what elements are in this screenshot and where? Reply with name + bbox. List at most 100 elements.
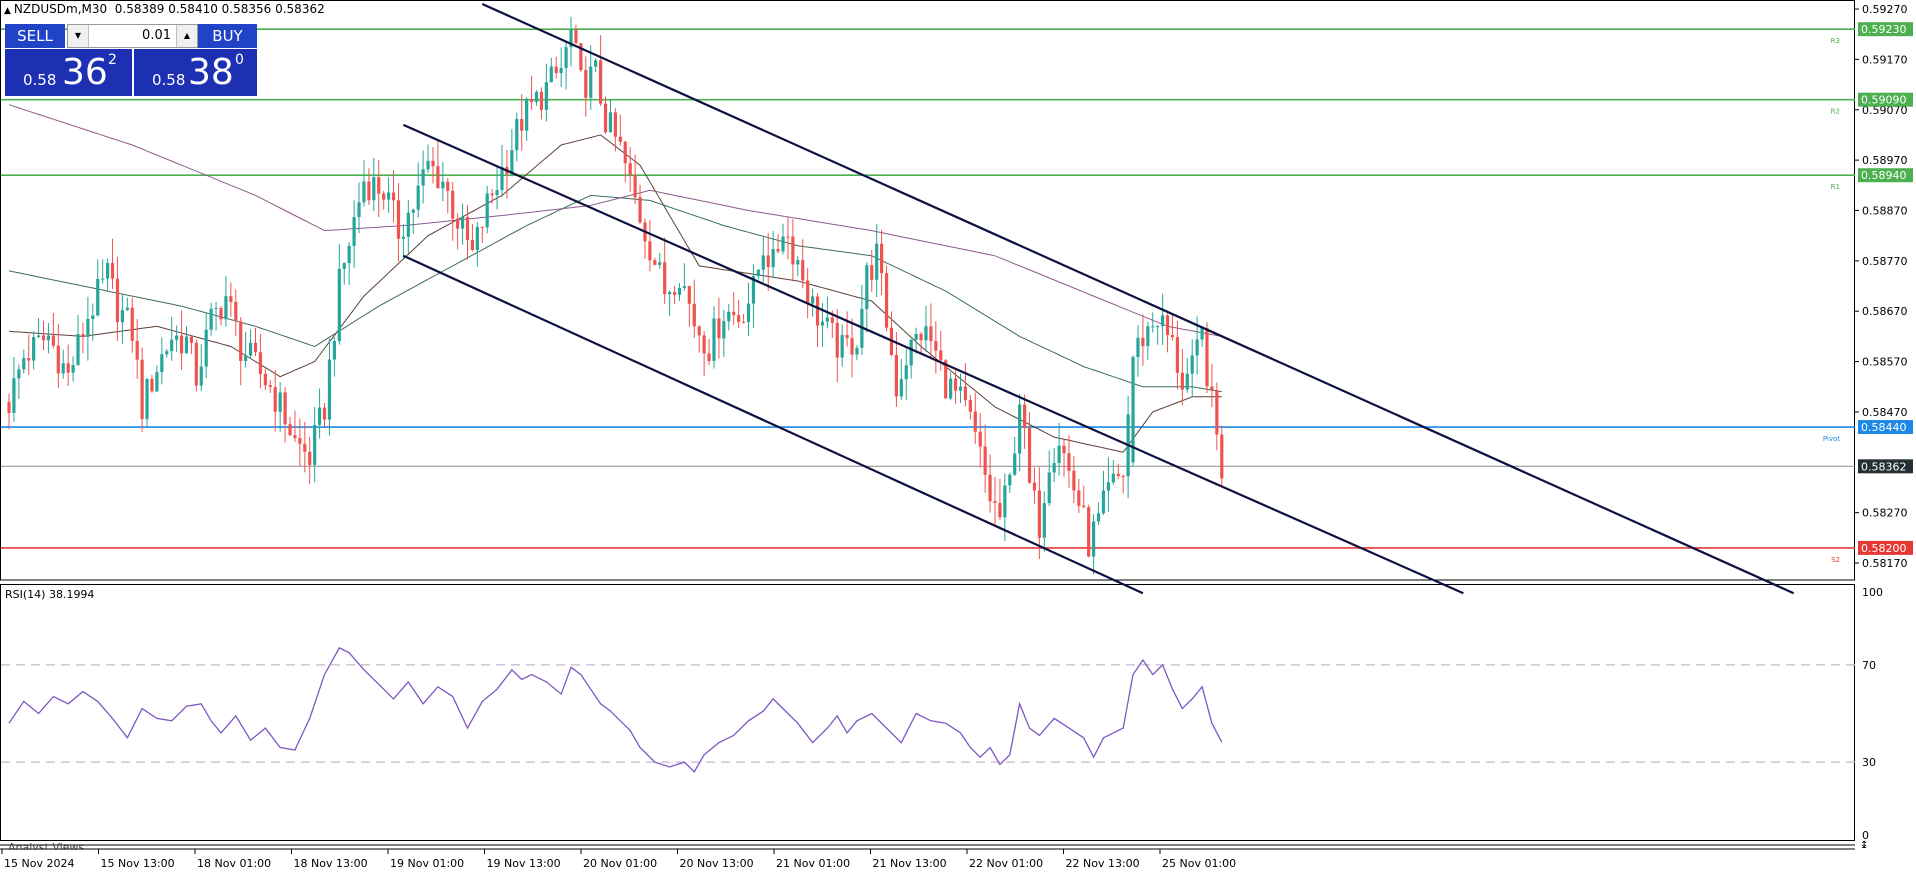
candle (194, 339, 198, 392)
time-tick-label: 21 Nov 01:00 (776, 857, 850, 870)
candle (870, 249, 874, 292)
candle (179, 310, 184, 371)
candle (387, 177, 391, 213)
candle (608, 99, 613, 133)
candle (263, 368, 267, 391)
candle (27, 334, 31, 375)
candle (1116, 463, 1120, 480)
candle (756, 269, 760, 280)
candle (978, 413, 982, 468)
candle (751, 264, 756, 328)
candle (1215, 382, 1219, 451)
price-tick-label: 0.59270 (1862, 3, 1908, 16)
buy-price-box[interactable]: 0.58 38 0 (134, 49, 257, 96)
rsi-label: RSI(14) 38.1994 (5, 588, 94, 601)
candle (1200, 326, 1204, 347)
time-tick-label: 18 Nov 01:00 (197, 857, 271, 870)
candle (140, 347, 144, 433)
candle (313, 406, 317, 483)
sell-price-box[interactable]: 0.58 36 2 (5, 49, 132, 96)
candle (515, 112, 519, 162)
level-tag-r2: R2 (1831, 108, 1840, 116)
sell-button[interactable]: SELL (5, 24, 65, 48)
candle (554, 56, 558, 79)
symbol-label: NZDUSDm,M30 (13, 2, 108, 16)
candle (1220, 425, 1224, 487)
candle (963, 363, 968, 407)
current-price-label: 0.58362 (1861, 460, 1907, 473)
channel-trendline[interactable] (402, 123, 1464, 595)
time-tick-label: 22 Nov 13:00 (1066, 857, 1140, 870)
lot-size-value[interactable]: 0.01 (142, 28, 171, 43)
candle (1156, 324, 1160, 345)
time-tick-label: 20 Nov 01:00 (583, 857, 657, 870)
candle (303, 421, 307, 473)
candle (456, 213, 460, 250)
candle (317, 388, 322, 439)
candle (1106, 457, 1110, 513)
candle (352, 200, 356, 268)
candle (884, 265, 889, 332)
lot-increase-arrow-icon[interactable]: ▲ (176, 25, 197, 47)
candle (791, 219, 795, 282)
candle (495, 165, 499, 210)
buy-button[interactable]: BUY (198, 24, 257, 48)
candle (865, 262, 869, 333)
price-tick-label: 0.58470 (1862, 406, 1908, 419)
candle (7, 393, 11, 430)
candle (894, 332, 898, 407)
candle (391, 170, 396, 223)
rsi-tick-label: 100 (1862, 586, 1883, 599)
candle (968, 394, 972, 420)
candle (130, 297, 134, 353)
candle (840, 324, 844, 367)
collapse-triangle-icon[interactable]: ▲ (4, 6, 11, 16)
candle (411, 208, 415, 235)
candle (1013, 436, 1017, 476)
candle (672, 285, 677, 305)
pane-resize-arrow-icon[interactable]: ↨ (1860, 840, 1868, 851)
candle (421, 150, 425, 204)
candle (1131, 355, 1135, 467)
candle (628, 146, 632, 193)
level-price-label: 0.59230 (1861, 23, 1907, 36)
candle (465, 205, 470, 260)
candle (727, 304, 731, 331)
candle (155, 365, 159, 392)
candle (1101, 470, 1106, 516)
candle (396, 183, 401, 262)
candle (327, 338, 332, 436)
candle (658, 253, 662, 269)
candle (441, 161, 445, 202)
price-tick-label: 0.58770 (1862, 255, 1908, 268)
candle (668, 290, 672, 316)
candle (899, 359, 903, 400)
lot-size-field[interactable]: ▼ 0.01 ▲ (67, 24, 198, 48)
candle (101, 259, 105, 284)
candle (204, 313, 208, 379)
candle (485, 185, 489, 234)
price-tick-label: 0.58270 (1862, 507, 1908, 520)
channel-trendline[interactable] (402, 254, 1144, 595)
candle (663, 237, 667, 304)
candle (248, 329, 253, 359)
candle (298, 418, 302, 467)
candle (91, 303, 95, 341)
candle (529, 75, 534, 110)
time-tick-label: 19 Nov 13:00 (487, 857, 561, 870)
candle (638, 184, 642, 225)
candle (51, 312, 55, 349)
level-tag-r3: R3 (1831, 37, 1840, 45)
channel-trendline[interactable] (481, 2, 1795, 595)
candle (1018, 394, 1022, 472)
candle (564, 41, 568, 90)
candle (1047, 450, 1051, 506)
analyst-views-label[interactable]: Analyst Views (8, 842, 85, 850)
candle (106, 258, 110, 292)
candle (56, 324, 60, 388)
candle (81, 322, 85, 354)
lot-decrease-arrow-icon[interactable]: ▼ (68, 25, 89, 47)
candle (776, 234, 780, 254)
candle (32, 331, 36, 370)
